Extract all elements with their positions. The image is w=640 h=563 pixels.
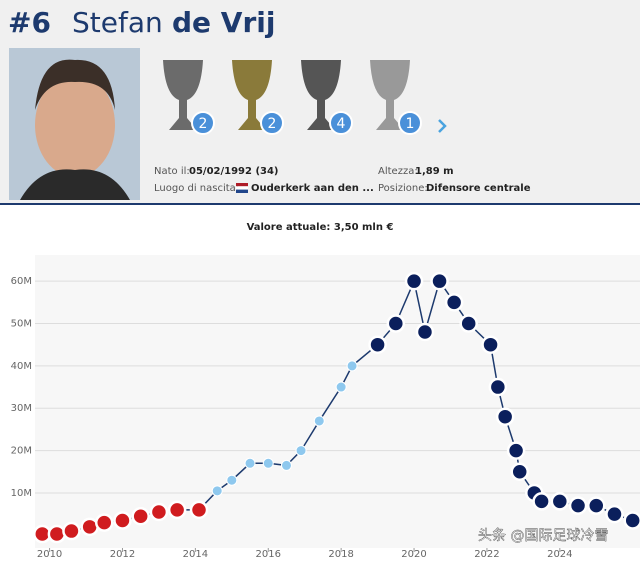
trophy-count: 2 xyxy=(199,116,208,132)
y-tick-label: 50M xyxy=(11,319,32,330)
club-marker xyxy=(415,322,435,342)
club-marker xyxy=(226,474,238,486)
flag-nl xyxy=(236,183,248,193)
x-tick-label: 2018 xyxy=(328,549,353,559)
player-last-name: de Vrij xyxy=(172,6,275,39)
club-marker xyxy=(244,457,256,469)
x-tick-label: 2020 xyxy=(401,549,426,559)
trophy-cup xyxy=(370,60,410,130)
divider xyxy=(0,203,640,205)
x-tick-label: 2022 xyxy=(474,549,499,559)
club-marker xyxy=(532,492,551,511)
info-label: Luogo di nascita: xyxy=(154,183,239,194)
x-tick-label: 2012 xyxy=(110,549,135,559)
club-marker xyxy=(495,407,515,426)
info-label: Altezza: xyxy=(378,166,418,177)
club-marker xyxy=(587,496,606,515)
next-arrow[interactable] xyxy=(438,119,447,133)
club-marker xyxy=(346,360,358,372)
club-marker xyxy=(167,500,187,520)
club-marker xyxy=(149,502,169,522)
trophy-badge xyxy=(260,111,284,135)
x-tick-label: 2016 xyxy=(256,549,281,559)
trophies: 2 2 4 1 xyxy=(163,60,422,135)
club-marker xyxy=(404,271,424,291)
x-tick-label: 2010 xyxy=(37,549,62,559)
club-marker xyxy=(481,335,500,354)
club-marker xyxy=(295,445,307,457)
club-marker xyxy=(386,314,406,333)
trophy-badge xyxy=(191,111,215,135)
y-tick-label: 40M xyxy=(11,361,32,372)
club-marker xyxy=(62,521,81,541)
trophy-badge xyxy=(398,111,422,135)
player-first-name: Stefan xyxy=(72,6,163,39)
x-tick-label: 2014 xyxy=(183,549,208,559)
club-marker xyxy=(623,511,640,530)
trophy-count: 2 xyxy=(268,116,277,132)
info-label: Nato il: xyxy=(154,166,190,177)
club-marker xyxy=(550,492,570,511)
club-marker xyxy=(510,462,529,482)
trophy-count: 1 xyxy=(406,116,415,132)
y-tick-label: 60M xyxy=(11,276,32,287)
club-marker xyxy=(262,457,274,469)
trophy-cup xyxy=(301,60,341,130)
club-marker xyxy=(131,506,150,526)
club-marker xyxy=(189,500,209,520)
trophy-count: 4 xyxy=(337,116,346,132)
club-marker xyxy=(506,441,526,460)
club-marker xyxy=(444,293,464,312)
club-marker xyxy=(430,271,449,291)
club-marker xyxy=(211,485,223,497)
trophy-badge xyxy=(329,111,353,135)
chart: 10M 20M 30M 40M 50M 60M 2010 2012 2014 2016 2018 20… xyxy=(11,271,640,560)
club-marker xyxy=(459,314,478,333)
club-marker xyxy=(488,377,508,397)
club-marker xyxy=(313,415,325,427)
club-marker xyxy=(335,381,347,393)
x-tick-label: 2024 xyxy=(547,549,572,559)
player-number: #6 xyxy=(8,6,51,39)
club-marker xyxy=(605,504,624,524)
info-value: 05/02/1992 (34) xyxy=(189,166,279,177)
trophy-cup xyxy=(163,60,203,130)
club-marker xyxy=(368,335,387,354)
info-value: 1,89 m xyxy=(415,166,454,177)
club-marker xyxy=(47,524,67,544)
player-photo xyxy=(9,48,140,200)
club-marker xyxy=(113,511,132,530)
info-label: Posizione: xyxy=(378,183,428,194)
y-tick-label: 10M xyxy=(11,488,32,499)
info-value: Ouderkerk aan den ... xyxy=(251,183,374,194)
club-marker xyxy=(280,459,292,471)
watermark: 头条 @国际足球冷雪 xyxy=(478,527,608,544)
club-marker xyxy=(94,513,114,532)
trophy-cup xyxy=(232,60,272,130)
y-tick-label: 30M xyxy=(11,403,32,414)
info-value: Difensore centrale xyxy=(426,183,531,194)
chart-title: Valore attuale: 3,50 mln € xyxy=(247,222,394,233)
y-tick-label: 20M xyxy=(11,446,32,457)
club-marker xyxy=(568,496,588,515)
